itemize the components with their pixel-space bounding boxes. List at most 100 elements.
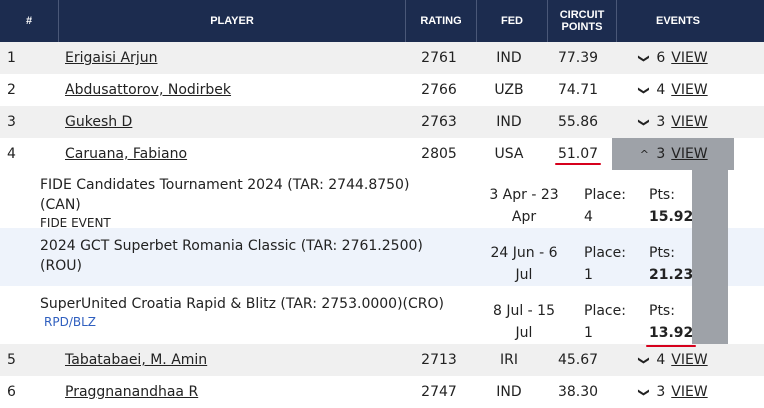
rating-cell: 2766 xyxy=(421,82,457,98)
player-cell: Erigaisi Arjun xyxy=(58,50,404,66)
event-place: Place: 1 xyxy=(578,286,646,344)
player-link[interactable]: Caruana, Fabiano xyxy=(65,146,188,162)
fed-cell: IND xyxy=(496,384,522,400)
view-events-link[interactable]: VIEW xyxy=(671,50,708,66)
event-date-start: 8 Jul - 15 xyxy=(492,303,555,319)
player-link[interactable]: Praggnanandhaa R xyxy=(65,384,199,400)
fed-cell: IND xyxy=(496,114,522,130)
header-player[interactable]: PLAYER xyxy=(59,0,406,42)
events-count: 6 xyxy=(656,50,666,66)
header-rank[interactable]: # xyxy=(0,0,59,42)
rating-cell: 2763 xyxy=(421,114,457,130)
place-value: 4 xyxy=(584,209,593,225)
circuit-points-cell: 55.86 xyxy=(557,114,599,130)
events-count: 3 xyxy=(656,384,666,400)
place-label: Place: xyxy=(584,187,626,203)
view-events-link[interactable]: VIEW xyxy=(671,82,708,98)
place-value: 1 xyxy=(584,325,593,341)
rank-cell: 3 xyxy=(7,114,16,130)
chevron-down-icon[interactable]: ❯ xyxy=(637,85,651,95)
view-events-link[interactable]: VIEW xyxy=(671,146,708,162)
fed-cell: UZB xyxy=(494,82,524,98)
event-country: (CAN) xyxy=(40,197,81,213)
header-rating[interactable]: RATING xyxy=(406,0,477,42)
player-link[interactable]: Gukesh D xyxy=(65,114,133,130)
rank-cell: 4 xyxy=(7,146,16,162)
pts-label: Pts: xyxy=(649,245,675,261)
header-circuit-points[interactable]: CIRCUIT POINTS xyxy=(548,0,617,42)
event-type: FIDE EVENT xyxy=(40,216,111,230)
event-date: 24 Jun - 6 Jul xyxy=(470,228,578,286)
event-name: SuperUnited Croatia Rapid & Blitz (TAR: … xyxy=(40,296,444,312)
player-link[interactable]: Abdusattorov, Nodirbek xyxy=(65,82,232,98)
place-label: Place: xyxy=(584,245,626,261)
rating-cell: 2805 xyxy=(421,146,457,162)
chevron-up-icon[interactable]: ^ xyxy=(639,147,649,161)
player-cell: Gukesh D xyxy=(58,114,404,130)
event-date: 8 Jul - 15 Jul xyxy=(470,286,578,344)
player-cell: Tabatabaei, M. Amin xyxy=(58,352,404,368)
expanded-events-panel: FIDE Candidates Tournament 2024 (TAR: 27… xyxy=(0,170,764,347)
table-row: 1 Erigaisi Arjun 2761 IND 77.39 ❯ 6 VIEW xyxy=(0,42,764,74)
player-cell: Caruana, Fabiano xyxy=(58,146,404,162)
pts-label: Pts: xyxy=(649,303,675,319)
event-place: Place: 1 xyxy=(578,228,646,286)
chevron-down-icon[interactable]: ❯ xyxy=(637,387,651,397)
event-date-end: Apr xyxy=(511,209,537,225)
active-column-shade xyxy=(692,170,728,344)
events-cell[interactable]: ❯ 6 VIEW xyxy=(612,50,734,66)
circuit-points-cell: 74.71 xyxy=(557,82,599,98)
chevron-down-icon[interactable]: ❯ xyxy=(637,117,651,127)
pts-value: 21.23 xyxy=(649,267,694,283)
events-cell[interactable]: ❯ 4 VIEW xyxy=(612,82,734,98)
events-cell[interactable]: ❯ 3 VIEW xyxy=(612,114,734,130)
table-row-expanded: 4 Caruana, Fabiano 2805 USA 51.07 ^ 3 VI… xyxy=(0,138,764,170)
rank-cell: 5 xyxy=(7,352,16,368)
player-link[interactable]: Tabatabaei, M. Amin xyxy=(65,352,208,368)
fed-cell: IRI xyxy=(500,352,518,368)
pts-label: Pts: xyxy=(649,187,675,203)
place-value: 1 xyxy=(584,267,593,283)
highlighted-points: 51.07 xyxy=(554,146,602,165)
event-name-cell: SuperUnited Croatia Rapid & Blitz (TAR: … xyxy=(0,286,470,344)
view-events-link[interactable]: VIEW xyxy=(671,114,708,130)
table-row: 2 Abdusattorov, Nodirbek 2766 UZB 74.71 … xyxy=(0,74,764,106)
events-cell-active[interactable]: ^ 3 VIEW xyxy=(612,138,734,170)
player-link[interactable]: Erigaisi Arjun xyxy=(65,50,158,66)
view-events-link[interactable]: VIEW xyxy=(671,352,708,368)
event-date: 3 Apr - 23 Apr xyxy=(470,170,578,228)
chevron-down-icon[interactable]: ❯ xyxy=(637,53,651,63)
pts-value-wrap: 13.92 xyxy=(645,322,728,347)
event-type: RPD/BLZ xyxy=(44,315,96,329)
event-row: 2024 GCT Superbet Romania Classic (TAR: … xyxy=(0,228,764,286)
place-label: Place: xyxy=(584,303,626,319)
rank-cell: 1 xyxy=(7,50,16,66)
event-country: (ROU) xyxy=(40,258,82,274)
table-row: 5 Tabatabaei, M. Amin 2713 IRI 45.67 ❯ 4… xyxy=(0,344,764,376)
rating-cell: 2761 xyxy=(421,50,457,66)
view-events-link[interactable]: VIEW xyxy=(671,384,708,400)
event-row: FIDE Candidates Tournament 2024 (TAR: 27… xyxy=(0,170,764,230)
circuit-points-cell: 51.07 xyxy=(544,146,612,165)
rank-cell: 2 xyxy=(7,82,16,98)
header-fed[interactable]: FED xyxy=(477,0,548,42)
pts-value: 15.92 xyxy=(649,209,694,225)
events-count: 3 xyxy=(656,146,666,162)
circuit-points-cell: 77.39 xyxy=(557,50,599,66)
table-row: 6 Praggnanandhaa R 2747 IND 38.30 ❯ 3 VI… xyxy=(0,376,764,408)
event-name: 2024 GCT Superbet Romania Classic (TAR: … xyxy=(40,238,423,254)
rating-cell: 2747 xyxy=(421,384,457,400)
header-events[interactable]: EVENTS xyxy=(655,15,700,27)
event-name: FIDE Candidates Tournament 2024 (TAR: 27… xyxy=(40,177,410,193)
event-date-start: 24 Jun - 6 xyxy=(490,245,558,261)
event-date-end: Jul xyxy=(515,325,533,341)
player-cell: Praggnanandhaa R xyxy=(58,384,404,400)
event-points: Pts: 21.23 xyxy=(646,228,728,286)
event-points: Pts: 13.92 xyxy=(645,286,728,347)
event-name-cell: FIDE Candidates Tournament 2024 (TAR: 27… xyxy=(0,170,470,230)
chevron-down-icon[interactable]: ❯ xyxy=(637,355,651,365)
events-cell[interactable]: ❯ 4 VIEW xyxy=(612,352,734,368)
pts-value: 13.92 xyxy=(645,322,697,347)
events-cell[interactable]: ❯ 3 VIEW xyxy=(612,384,734,400)
